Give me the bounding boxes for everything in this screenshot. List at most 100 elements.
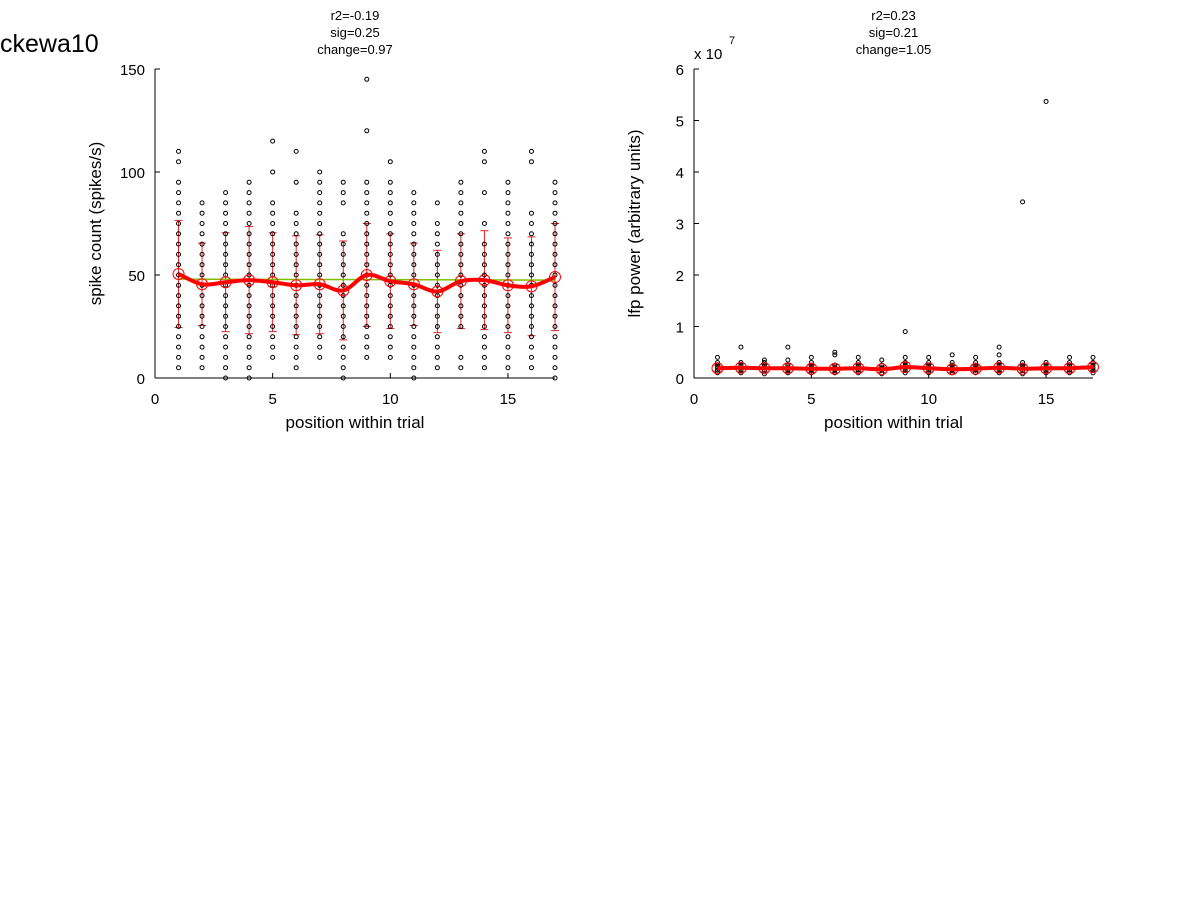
data-point xyxy=(387,344,393,350)
data-point xyxy=(434,262,440,268)
data-point xyxy=(528,221,534,226)
x-tick-label: 10 xyxy=(920,391,937,408)
data-point xyxy=(270,241,276,247)
data-point xyxy=(387,313,393,319)
data-point xyxy=(246,221,252,226)
data-point xyxy=(458,354,464,360)
data-point xyxy=(340,334,346,340)
mean-marker xyxy=(196,278,209,291)
data-point xyxy=(340,262,346,268)
data-point xyxy=(340,251,346,257)
data-point xyxy=(176,324,182,329)
data-point xyxy=(458,200,464,206)
data-point xyxy=(293,241,299,247)
data-point xyxy=(411,272,417,278)
data-point xyxy=(176,365,182,371)
data-point xyxy=(434,334,440,340)
y-tick-label: 5 xyxy=(676,114,684,131)
data-point xyxy=(855,354,861,360)
data-point xyxy=(199,313,205,319)
data-point xyxy=(293,354,299,360)
x-tick-label: 15 xyxy=(500,391,517,408)
data-point xyxy=(199,241,205,247)
data-point xyxy=(270,210,276,216)
data-point xyxy=(223,251,229,257)
data-point xyxy=(199,365,205,371)
data-point xyxy=(505,293,511,299)
data-point xyxy=(808,354,814,360)
y-tick-label: 100 xyxy=(120,165,145,182)
data-point xyxy=(317,262,323,268)
data-point xyxy=(458,241,464,247)
mean-marker xyxy=(758,362,771,375)
data-point xyxy=(270,262,276,268)
data-point xyxy=(176,251,182,257)
data-point xyxy=(176,190,182,196)
data-point xyxy=(528,231,534,237)
data-point xyxy=(223,344,229,350)
x-tick-label: 0 xyxy=(690,391,698,408)
data-point xyxy=(317,354,323,360)
data-point xyxy=(293,303,299,309)
data-point xyxy=(458,262,464,268)
data-point xyxy=(246,344,252,350)
data-point xyxy=(270,324,276,329)
data-point xyxy=(246,210,252,216)
data-point xyxy=(199,344,205,350)
data-point xyxy=(855,360,861,366)
mean-marker xyxy=(454,275,467,288)
data-point xyxy=(387,210,393,216)
data-point xyxy=(1020,199,1026,205)
data-point xyxy=(387,354,393,360)
data-point xyxy=(879,357,885,363)
y-tick-label: 150 xyxy=(120,62,145,79)
data-point xyxy=(552,179,558,185)
data-point xyxy=(293,221,299,226)
data-point xyxy=(340,303,346,309)
data-point xyxy=(458,272,464,278)
data-point xyxy=(223,190,229,196)
data-point xyxy=(387,262,393,268)
data-point xyxy=(434,251,440,257)
data-point xyxy=(387,179,393,185)
data-point xyxy=(340,179,346,185)
data-point xyxy=(176,221,182,226)
data-point xyxy=(949,362,955,368)
data-point xyxy=(340,190,346,196)
mean-marker xyxy=(969,362,982,375)
mean-marker xyxy=(172,267,185,280)
data-point xyxy=(340,375,346,381)
data-point xyxy=(364,128,370,134)
y-exponent-power: 7 xyxy=(729,35,735,47)
data-point xyxy=(364,241,370,247)
data-point xyxy=(364,231,370,237)
data-point xyxy=(552,334,558,340)
data-point xyxy=(317,179,323,185)
mean-marker xyxy=(219,276,232,289)
mean-marker xyxy=(781,362,794,375)
mean-marker xyxy=(407,278,420,291)
data-point xyxy=(317,251,323,257)
data-point xyxy=(481,293,487,299)
data-point xyxy=(505,324,511,329)
y-tick-label: 0 xyxy=(137,371,145,388)
data-point xyxy=(458,303,464,309)
data-point xyxy=(270,293,276,299)
data-point xyxy=(223,334,229,340)
data-point xyxy=(364,200,370,206)
data-point xyxy=(458,221,464,226)
mean-marker xyxy=(266,276,279,289)
data-point xyxy=(223,303,229,309)
mean-marker xyxy=(946,363,959,376)
data-point xyxy=(293,293,299,299)
data-point xyxy=(528,148,534,154)
data-point xyxy=(434,303,440,309)
data-point xyxy=(552,190,558,196)
data-point xyxy=(552,210,558,216)
data-point xyxy=(387,159,393,165)
data-point xyxy=(246,365,252,371)
stat-label: change=0.97 xyxy=(317,42,393,57)
data-point xyxy=(317,344,323,350)
stat-label: r2=0.23 xyxy=(871,8,915,23)
data-point xyxy=(223,293,229,299)
